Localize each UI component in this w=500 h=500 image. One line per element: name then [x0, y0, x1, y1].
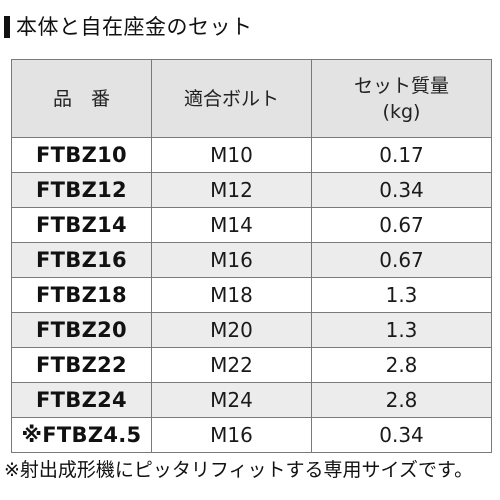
bolt-size-cell: M18: [151, 277, 312, 313]
table-row: FTBZ18 M18 1.3: [11, 277, 492, 313]
bolt-size-cell: M12: [151, 172, 312, 208]
bolt-size-cell: M16: [151, 242, 312, 278]
page-title-text: 本体と自在座金のセット: [16, 15, 253, 39]
table-row: FTBZ16 M16 0.67: [11, 242, 492, 278]
header-compatible-bolt: 適合ボルト: [151, 59, 312, 138]
page-title: 本体と自在座金のセット: [4, 14, 253, 40]
header-product-code: 品 番: [11, 59, 152, 138]
footnote: ※射出成形機にピッタリフィットする専用サイズです。: [4, 459, 474, 481]
table-row: FTBZ20 M20 1.3: [11, 312, 492, 348]
header-set-mass-label: セット質量: [353, 74, 449, 97]
product-code-cell: FTBZ20: [11, 312, 152, 348]
table-row: FTBZ22 M22 2.8: [11, 347, 492, 383]
header-set-mass-unit: (kg): [382, 100, 421, 123]
header-set-mass: セット質量 (kg): [311, 59, 492, 138]
table-row: FTBZ14 M14 0.67: [11, 207, 492, 243]
bolt-size-cell: M24: [151, 382, 312, 418]
product-code-cell: FTBZ12: [11, 172, 152, 208]
product-code-cell: ※FTBZ4.5: [11, 417, 152, 453]
set-mass-cell: 0.34: [311, 172, 492, 208]
set-mass-cell: 1.3: [311, 277, 492, 313]
set-mass-cell: 0.17: [311, 137, 492, 173]
set-mass-cell: 0.67: [311, 242, 492, 278]
bolt-size-cell: M14: [151, 207, 312, 243]
bolt-size-cell: M10: [151, 137, 312, 173]
table-row: FTBZ24 M24 2.8: [11, 382, 492, 418]
product-code-cell: FTBZ10: [11, 137, 152, 173]
table-row: ※FTBZ4.5 M16 0.34: [11, 417, 492, 453]
set-mass-cell: 2.8: [311, 382, 492, 418]
product-code-cell: FTBZ22: [11, 347, 152, 383]
product-code-cell: FTBZ24: [11, 382, 152, 418]
product-code-cell: FTBZ16: [11, 242, 152, 278]
spec-table: 品 番 適合ボルト セット質量 (kg) FTBZ10 M10 0.17 FTB…: [11, 59, 492, 453]
product-code-cell: FTBZ14: [11, 207, 152, 243]
product-code-cell: FTBZ18: [11, 277, 152, 313]
bolt-size-cell: M20: [151, 312, 312, 348]
table-header-row: 品 番 適合ボルト セット質量 (kg): [11, 59, 492, 138]
set-mass-cell: 0.67: [311, 207, 492, 243]
title-marker: [4, 16, 10, 38]
set-mass-cell: 2.8: [311, 347, 492, 383]
bolt-size-cell: M22: [151, 347, 312, 383]
table-row: FTBZ12 M12 0.34: [11, 172, 492, 208]
table-row: FTBZ10 M10 0.17: [11, 137, 492, 173]
set-mass-cell: 0.34: [311, 417, 492, 453]
bolt-size-cell: M16: [151, 417, 312, 453]
set-mass-cell: 1.3: [311, 312, 492, 348]
